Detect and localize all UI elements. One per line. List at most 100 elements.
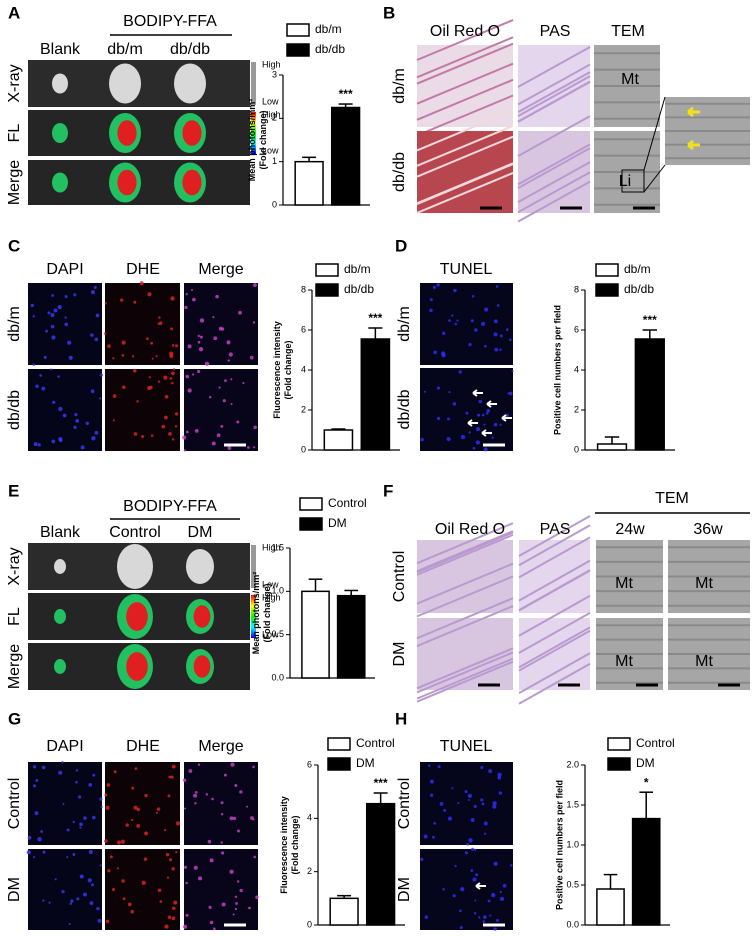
cell (483, 447, 488, 452)
cell (158, 321, 163, 325)
cell (167, 794, 171, 798)
y-tick-label: 0 (272, 199, 277, 209)
cell (185, 293, 188, 296)
error-bar (331, 428, 346, 430)
fiber (416, 162, 514, 205)
error-bar (337, 894, 352, 899)
label: Low (262, 96, 279, 106)
cell (253, 855, 257, 859)
cell (248, 907, 251, 910)
cell (93, 286, 97, 289)
fiber (416, 597, 514, 640)
bar (360, 338, 391, 451)
label: TUNEL (440, 738, 493, 755)
cell (432, 285, 436, 289)
error-bar (308, 578, 323, 592)
micrograph (182, 369, 258, 452)
cell (230, 403, 233, 406)
cell (470, 319, 474, 323)
cell (495, 918, 499, 922)
fiber (518, 524, 591, 567)
cell (90, 389, 95, 394)
micrograph (594, 45, 660, 127)
legend-swatch (299, 497, 323, 511)
cell (218, 386, 221, 389)
cell (433, 350, 437, 355)
y-tick-label: 0 (301, 444, 306, 454)
cell (459, 926, 463, 930)
y-tick-label: 0 (574, 444, 579, 454)
cell (481, 413, 485, 417)
label: High (262, 59, 281, 69)
cell (491, 892, 496, 898)
label: DM (6, 877, 23, 902)
y-tick-label: 0.0 (271, 672, 284, 682)
cell (161, 424, 166, 429)
cell (107, 344, 111, 348)
cell (213, 336, 218, 341)
label: Mt (695, 575, 713, 592)
cell (480, 765, 484, 770)
y-tick-label: 4 (307, 813, 312, 823)
fiber (416, 530, 514, 573)
cell (54, 878, 57, 881)
cell (446, 436, 451, 442)
cell (492, 804, 497, 809)
bar (301, 590, 330, 679)
cell (99, 864, 102, 867)
label: Mt (615, 575, 633, 592)
cell (483, 915, 487, 919)
cell (489, 914, 492, 917)
cell (424, 915, 429, 919)
cell (253, 446, 256, 449)
image-bg (420, 849, 513, 930)
cell (172, 367, 176, 371)
image-bg (420, 368, 513, 451)
organ-core (126, 652, 148, 681)
legend-swatch (607, 737, 631, 751)
cell (232, 913, 235, 916)
cell (62, 413, 67, 418)
cell (477, 413, 481, 417)
cell (132, 368, 137, 373)
cell (474, 328, 478, 332)
cell (125, 823, 129, 827)
micrograph (28, 110, 250, 156)
micrograph (28, 543, 250, 590)
cell (51, 439, 56, 444)
cell (428, 764, 431, 767)
cell (158, 316, 161, 319)
cell (456, 319, 459, 322)
legend-label: db/db (344, 282, 374, 296)
arrow (501, 414, 512, 422)
cell (150, 341, 154, 345)
cell (442, 331, 446, 336)
cell (197, 763, 201, 766)
cell (175, 850, 178, 854)
image-bg (28, 849, 102, 930)
cell (27, 835, 32, 840)
cell (42, 899, 45, 902)
cell (499, 896, 505, 901)
cell (484, 832, 487, 835)
cell (222, 399, 226, 403)
label: Control (396, 778, 413, 830)
cell (50, 324, 55, 329)
cell (61, 760, 64, 764)
legend-swatch (327, 737, 351, 751)
organ (174, 63, 206, 104)
fiber (518, 569, 591, 612)
cell (131, 786, 135, 790)
cell (94, 337, 99, 342)
cell (448, 390, 451, 394)
legend-swatch (595, 283, 619, 297)
cell (136, 807, 140, 812)
cell (41, 386, 46, 391)
cell (170, 327, 173, 331)
cell (136, 824, 141, 828)
cell (33, 856, 36, 859)
micrograph (594, 131, 660, 213)
cell (58, 406, 63, 412)
organ (52, 172, 68, 193)
cell (171, 438, 175, 441)
